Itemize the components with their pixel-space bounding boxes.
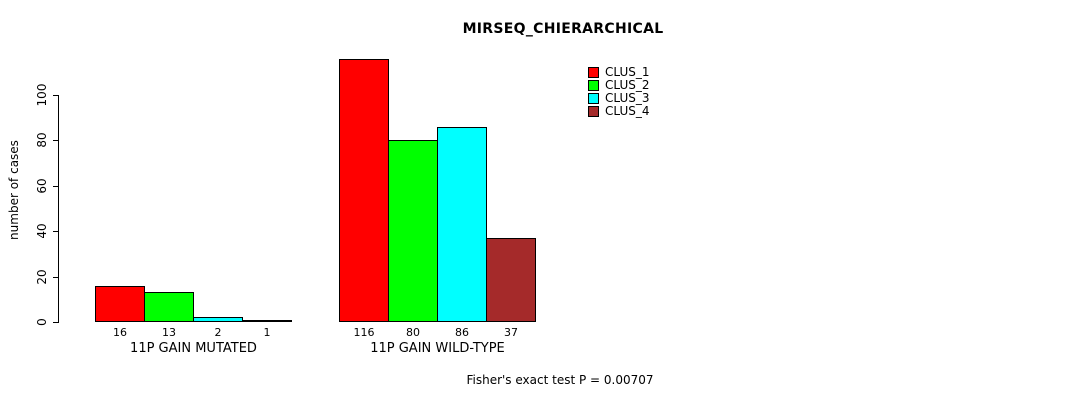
annotation-text: Fisher's exact test P = 0.00707 <box>466 373 654 387</box>
y-tick-mark <box>53 231 58 232</box>
bar-clus_1-group2 <box>339 59 389 322</box>
legend: CLUS_1 CLUS_2 CLUS_3 CLUS_4 <box>588 66 650 118</box>
bar-clus_2-group1 <box>144 292 194 322</box>
y-tick-label: 80 <box>35 132 49 148</box>
legend-item: CLUS_3 <box>588 92 650 104</box>
bar-value-label: 116 <box>353 326 375 339</box>
y-tick-mark <box>53 95 58 96</box>
legend-swatch-clus_1 <box>588 66 599 78</box>
legend-item: CLUS_4 <box>588 105 650 117</box>
legend-item: CLUS_2 <box>588 79 650 91</box>
x-category-label: 11P GAIN MUTATED <box>130 341 257 356</box>
x-category-label: 11P GAIN WILD-TYPE <box>370 341 505 356</box>
bar-clus_3-group1 <box>193 317 243 322</box>
bar-value-label: 13 <box>162 326 176 339</box>
legend-item: CLUS_1 <box>588 66 650 78</box>
bar-value-label: 1 <box>263 326 271 339</box>
legend-swatch-clus_3 <box>588 92 599 104</box>
legend-label: CLUS_2 <box>605 78 650 92</box>
bar-clus_4-group1 <box>242 320 292 322</box>
bar-clus_1-group1 <box>95 286 145 322</box>
bar-value-label: 2 <box>214 326 222 339</box>
bar-value-label: 16 <box>113 326 127 339</box>
y-axis <box>58 95 59 323</box>
bar-clus_4-group2 <box>486 238 536 322</box>
y-tick-mark <box>53 277 58 278</box>
legend-label: CLUS_1 <box>605 65 650 79</box>
legend-label: CLUS_4 <box>605 104 650 118</box>
y-tick-mark <box>53 140 58 141</box>
y-tick-label: 0 <box>35 318 49 326</box>
bar-clus_2-group2 <box>388 140 438 322</box>
bar-value-label: 80 <box>406 326 420 339</box>
legend-swatch-clus_4 <box>588 105 599 117</box>
y-tick-mark <box>53 186 58 187</box>
bar-value-label: 37 <box>504 326 518 339</box>
chart-title: MIRSEQ_CHIERARCHICAL <box>462 21 664 37</box>
legend-swatch-clus_2 <box>588 79 599 91</box>
bar-clus_3-group2 <box>437 127 487 322</box>
y-tick-label: 20 <box>35 269 49 285</box>
y-axis-label: number of cases <box>7 140 21 240</box>
y-tick-label: 60 <box>35 178 49 194</box>
y-tick-mark <box>53 322 58 323</box>
bar-value-label: 86 <box>455 326 469 339</box>
y-tick-label: 100 <box>35 83 49 107</box>
legend-label: CLUS_3 <box>605 91 650 105</box>
y-tick-label: 40 <box>35 223 49 239</box>
